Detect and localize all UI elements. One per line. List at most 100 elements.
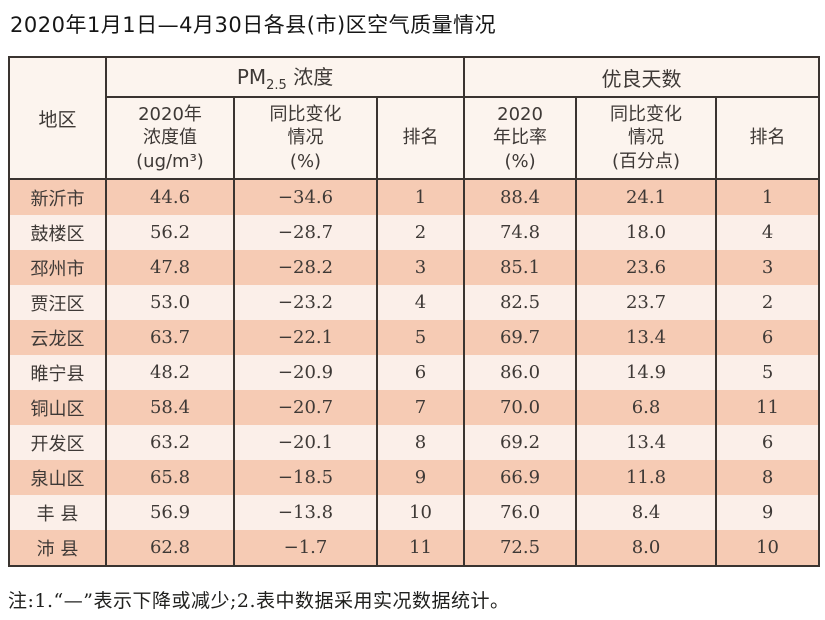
cell-region: 鼓楼区 <box>8 215 107 250</box>
cell-good-change: 6.8 <box>575 390 718 425</box>
cell-pm-rank: 10 <box>375 495 466 530</box>
cell-good-ratio: 74.8 <box>463 215 578 250</box>
cell-pm-rank: 3 <box>375 250 466 285</box>
pm25-group-prefix: PM <box>236 65 267 89</box>
cell-pm-value: 53.0 <box>105 285 235 320</box>
column-header-good-change: 同比变化 情况 (百分点) <box>575 97 718 180</box>
cell-region: 新沂市 <box>8 179 107 215</box>
cell-region: 贾汪区 <box>8 285 107 320</box>
column-header-pm-value: 2020年 浓度值 (ug/m³) <box>105 97 235 180</box>
cell-good-change: 8.4 <box>575 495 718 530</box>
cell-good-rank: 10 <box>715 530 821 566</box>
cell-good-change: 8.0 <box>575 530 718 566</box>
cell-pm-value: 48.2 <box>105 355 235 390</box>
cell-pm-rank: 5 <box>375 320 466 355</box>
cell-good-ratio: 76.0 <box>463 495 578 530</box>
table-row: 鼓楼区 56.2 −28.7 2 74.8 18.0 4 <box>8 215 821 250</box>
table-header-sub-row: 2020年 浓度值 (ug/m³) 同比变化 情况 (%) 排名 2020 年比… <box>9 97 821 180</box>
cell-good-change: 13.4 <box>575 425 718 460</box>
cell-pm-value: 65.8 <box>105 460 235 495</box>
cell-good-ratio: 86.0 <box>463 355 578 390</box>
cell-good-rank: 3 <box>715 250 821 285</box>
column-header-pm-rank: 排名 <box>375 97 466 180</box>
cell-good-ratio: 70.0 <box>463 390 578 425</box>
cell-pm-change: −34.6 <box>233 179 378 215</box>
cell-pm-value: 47.8 <box>105 250 235 285</box>
table-row: 泉山区 65.8 −18.5 9 66.9 11.8 8 <box>8 460 821 495</box>
page-title: 2020年1月1日—4月30日各县(市)区空气质量情况 <box>10 13 497 37</box>
pm25-group-suffix: 浓度 <box>286 65 334 89</box>
column-header-good-rank: 排名 <box>715 97 821 180</box>
cell-good-ratio: 72.5 <box>463 530 578 566</box>
cell-pm-change: −28.7 <box>233 215 378 250</box>
cell-good-ratio: 85.1 <box>463 250 578 285</box>
cell-pm-change: −20.7 <box>233 390 378 425</box>
cell-region: 丰 县 <box>8 495 107 530</box>
cell-region: 云龙区 <box>8 320 107 355</box>
cell-region: 睢宁县 <box>8 355 107 390</box>
table-row: 贾汪区 53.0 −23.2 4 82.5 23.7 2 <box>8 285 821 320</box>
air-quality-table: 地区 PM2.5 浓度 优良天数 2020年 浓度值 (ug/m³) 同比变化 … <box>8 56 821 567</box>
cell-good-rank: 6 <box>715 425 821 460</box>
cell-pm-rank: 8 <box>375 425 466 460</box>
cell-good-rank: 4 <box>715 215 821 250</box>
cell-pm-rank: 2 <box>375 215 466 250</box>
table-row: 睢宁县 48.2 −20.9 6 86.0 14.9 5 <box>8 355 821 390</box>
cell-good-rank: 6 <box>715 320 821 355</box>
cell-pm-value: 63.7 <box>105 320 235 355</box>
cell-good-ratio: 66.9 <box>463 460 578 495</box>
cell-pm-change: −23.2 <box>233 285 378 320</box>
cell-good-change: 24.1 <box>575 179 718 215</box>
cell-region: 沛 县 <box>8 530 107 566</box>
cell-pm-change: −1.7 <box>233 530 378 566</box>
cell-region: 邳州市 <box>8 250 107 285</box>
column-header-good-ratio: 2020 年比率 (%) <box>463 97 578 180</box>
cell-good-rank: 5 <box>715 355 821 390</box>
cell-good-change: 14.9 <box>575 355 718 390</box>
cell-pm-rank: 7 <box>375 390 466 425</box>
cell-pm-rank: 1 <box>375 179 466 215</box>
table-row: 沛 县 62.8 −1.7 11 72.5 8.0 10 <box>8 530 821 566</box>
cell-pm-rank: 4 <box>375 285 466 320</box>
cell-pm-value: 58.4 <box>105 390 235 425</box>
cell-pm-value: 44.6 <box>105 179 235 215</box>
cell-region: 开发区 <box>8 425 107 460</box>
column-header-pm-change: 同比变化 情况 (%) <box>233 97 378 180</box>
cell-good-rank: 1 <box>715 179 821 215</box>
cell-good-rank: 8 <box>715 460 821 495</box>
cell-pm-rank: 11 <box>375 530 466 566</box>
cell-region: 泉山区 <box>8 460 107 495</box>
table-body: 新沂市 44.6 −34.6 1 88.4 24.1 1 鼓楼区 56.2 −2… <box>8 179 821 566</box>
cell-good-ratio: 82.5 <box>463 285 578 320</box>
cell-good-change: 18.0 <box>575 215 718 250</box>
cell-good-change: 11.8 <box>575 460 718 495</box>
cell-pm-value: 62.8 <box>105 530 235 566</box>
cell-pm-value: 56.2 <box>105 215 235 250</box>
cell-pm-change: −13.8 <box>233 495 378 530</box>
column-group-good-days: 优良天数 <box>463 57 821 98</box>
table-row: 新沂市 44.6 −34.6 1 88.4 24.1 1 <box>8 179 821 215</box>
cell-pm-rank: 9 <box>375 460 466 495</box>
cell-good-rank: 2 <box>715 285 821 320</box>
cell-good-change: 23.6 <box>575 250 718 285</box>
table-row: 铜山区 58.4 −20.7 7 70.0 6.8 11 <box>8 390 821 425</box>
table-header: 地区 PM2.5 浓度 优良天数 2020年 浓度值 (ug/m³) 同比变化 … <box>8 57 821 180</box>
table-header-group-row: 地区 PM2.5 浓度 优良天数 <box>8 57 821 180</box>
cell-good-rank: 9 <box>715 495 821 530</box>
table-row: 开发区 63.2 −20.1 8 69.2 13.4 6 <box>8 425 821 460</box>
cell-good-change: 23.7 <box>575 285 718 320</box>
cell-pm-rank: 6 <box>375 355 466 390</box>
cell-pm-value: 63.2 <box>105 425 235 460</box>
cell-good-change: 13.4 <box>575 320 718 355</box>
cell-pm-change: −20.1 <box>233 425 378 460</box>
pm25-group-subscript: 2.5 <box>266 78 287 93</box>
cell-pm-change: −28.2 <box>233 250 378 285</box>
cell-pm-value: 56.9 <box>105 495 235 530</box>
cell-good-ratio: 69.7 <box>463 320 578 355</box>
column-header-region: 地区 <box>8 57 107 180</box>
cell-good-ratio: 88.4 <box>463 179 578 215</box>
column-group-pm25: PM2.5 浓度 <box>104 57 466 98</box>
cell-good-rank: 11 <box>715 390 821 425</box>
cell-pm-change: −22.1 <box>233 320 378 355</box>
